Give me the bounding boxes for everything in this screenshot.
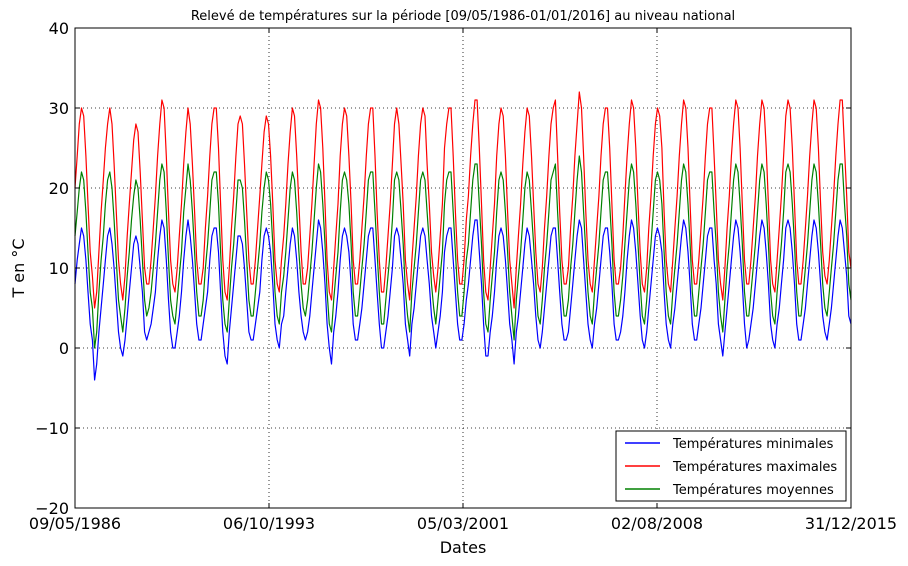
y-axis-label: T en °C bbox=[9, 238, 28, 298]
legend: Températures minimales Températures maxi… bbox=[615, 430, 847, 502]
y-tick-label: 30 bbox=[49, 99, 69, 118]
x-tick-label: 09/05/1986 bbox=[29, 514, 121, 533]
x-tick-label: 05/03/2001 bbox=[417, 514, 509, 533]
legend-label-min: Températures minimales bbox=[672, 437, 834, 452]
axis-ticks: −20 −10 0 10 20 30 40 09/05/1986 06/10/1993 05/03… bbox=[29, 19, 897, 533]
legend-label-max: Températures maximales bbox=[672, 460, 837, 475]
series-line-min bbox=[74, 219, 852, 381]
legend-label-mean: Températures moyennes bbox=[672, 483, 834, 498]
y-tick-label: 0 bbox=[59, 339, 69, 358]
y-tick-label: 10 bbox=[49, 259, 69, 278]
y-tick-label: −20 bbox=[35, 499, 69, 518]
series-layer bbox=[74, 91, 852, 381]
y-tick-label: −10 bbox=[35, 419, 69, 438]
x-tick-label: 06/10/1993 bbox=[223, 514, 315, 533]
x-axis-label: Dates bbox=[440, 538, 487, 557]
chart-title: Relevé de températures sur la période [0… bbox=[191, 9, 735, 24]
series-line-max bbox=[74, 91, 852, 309]
series-line-mean bbox=[74, 155, 852, 349]
y-tick-label: 20 bbox=[49, 179, 69, 198]
x-tick-label: 02/08/2008 bbox=[611, 514, 703, 533]
y-tick-label: 40 bbox=[49, 19, 69, 38]
x-tick-label: 31/12/2015 bbox=[805, 514, 897, 533]
